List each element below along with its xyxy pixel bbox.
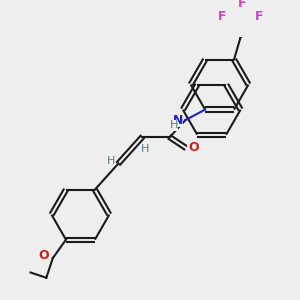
Text: O: O	[188, 141, 199, 154]
Text: O: O	[38, 249, 49, 262]
Text: F: F	[238, 0, 246, 10]
Text: H: H	[141, 144, 149, 154]
Text: F: F	[255, 10, 263, 23]
Text: F: F	[218, 10, 226, 23]
Text: N: N	[172, 114, 183, 127]
Text: H: H	[106, 156, 115, 166]
Text: H: H	[169, 120, 178, 130]
